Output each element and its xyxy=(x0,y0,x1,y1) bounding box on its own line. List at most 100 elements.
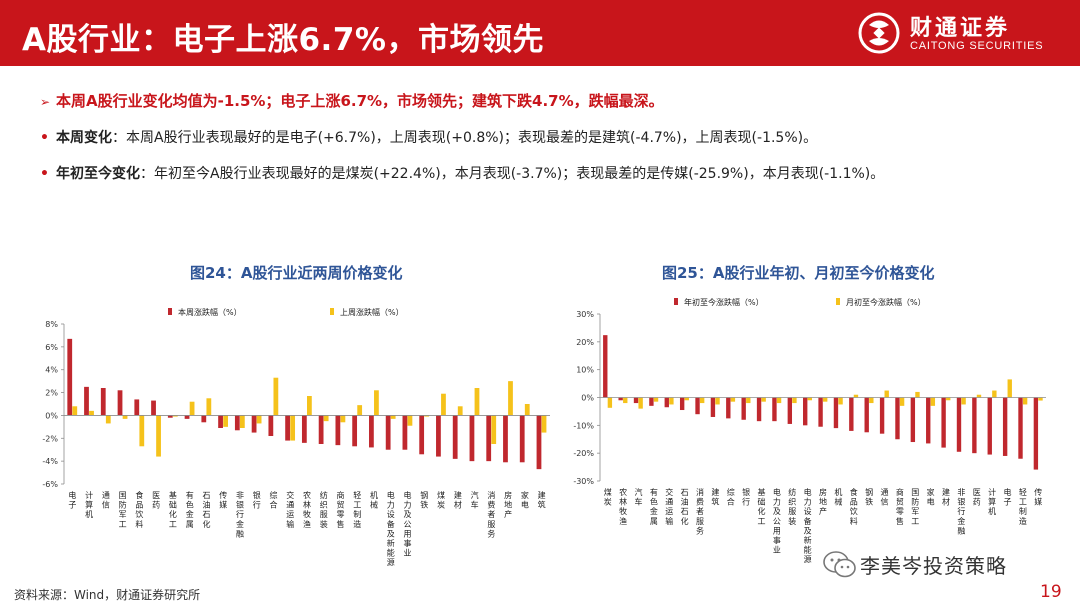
category-label-0: 电子 xyxy=(68,490,76,510)
bar-1-14 xyxy=(823,397,828,402)
bar-0-15 xyxy=(318,415,324,444)
bar-1-3 xyxy=(122,415,128,419)
bar-0-28 xyxy=(536,415,542,470)
category-label-2: 汽车 xyxy=(634,487,642,507)
bullet-icon: • xyxy=(40,130,49,146)
category-label-16: 食品饮料 xyxy=(850,487,858,526)
figure-24-title: 图24：A股行业近两周价格变化 xyxy=(190,264,403,282)
bar-0-8 xyxy=(201,415,207,423)
y-tick-label: -30% xyxy=(573,477,594,486)
bar-1-24 xyxy=(474,388,480,416)
category-label-13: 交通运输 xyxy=(286,490,294,529)
category-label-7: 建筑 xyxy=(711,487,719,507)
bar-1-26 xyxy=(1007,379,1012,398)
bar-1-6 xyxy=(172,415,178,417)
bar-0-20 xyxy=(402,415,408,450)
category-label-20: 电力及公用事业 xyxy=(404,490,412,558)
point-ytd: • 年初至今变化：年初至今A股行业表现最好的是煤炭(+22.4%)，本月表现(-3… xyxy=(40,163,884,183)
category-label-26: 电子 xyxy=(1004,487,1012,507)
bar-0-11 xyxy=(251,415,257,433)
category-label-4: 交通运输 xyxy=(665,487,673,526)
y-tick-label: 0% xyxy=(45,411,58,420)
bar-0-22 xyxy=(941,397,946,448)
bar-1-8 xyxy=(730,397,736,402)
category-label-17: 钢铁 xyxy=(865,487,873,507)
y-tick-label: 30% xyxy=(576,310,594,319)
bar-0-21 xyxy=(419,415,425,455)
bar-0-18 xyxy=(369,415,374,448)
legend-swatch-1 xyxy=(836,298,840,305)
bar-1-12 xyxy=(273,377,279,416)
category-label-7: 有色金属 xyxy=(186,490,194,529)
bar-1-1 xyxy=(89,410,94,416)
bar-0-2 xyxy=(100,388,106,416)
point-label: 本周变化 xyxy=(56,130,112,146)
company-logo: 财通证券 CAITONG SECURITIES xyxy=(858,8,1068,58)
bar-1-15 xyxy=(838,397,843,405)
y-tick-label: 10% xyxy=(576,366,594,375)
bar-0-7 xyxy=(184,415,190,419)
bar-0-19 xyxy=(385,415,391,450)
category-label-10: 非银行金融 xyxy=(236,490,244,538)
bar-0-4 xyxy=(134,399,140,416)
bar-1-9 xyxy=(746,397,751,404)
bar-1-21 xyxy=(930,397,936,406)
y-tick-label: 0% xyxy=(581,394,594,403)
bar-1-10 xyxy=(239,415,245,428)
category-label-4: 食品饮料 xyxy=(135,490,143,529)
category-label-21: 钢铁 xyxy=(420,490,428,510)
category-label-21: 家电 xyxy=(927,487,935,507)
bar-1-28 xyxy=(1038,397,1043,401)
bar-1-20 xyxy=(915,391,920,398)
category-label-16: 商贸零售 xyxy=(337,490,345,529)
bar-0-22 xyxy=(436,415,441,457)
bar-1-5 xyxy=(684,397,689,401)
category-label-23: 建材 xyxy=(454,490,462,510)
bar-1-22 xyxy=(441,393,446,416)
bar-0-10 xyxy=(234,415,240,431)
bar-1-9 xyxy=(223,415,228,427)
bar-0-9 xyxy=(218,415,223,428)
logo-text-cn: 财通证券 xyxy=(910,16,1011,41)
bar-0-9 xyxy=(741,397,746,420)
bar-1-10 xyxy=(761,397,766,402)
bar-0-6 xyxy=(167,415,173,418)
bar-1-6 xyxy=(699,397,705,404)
category-label-24: 汽车 xyxy=(471,490,479,510)
category-label-11: 电力及公用事业 xyxy=(773,487,781,555)
header-bar xyxy=(0,0,1080,66)
bar-1-24 xyxy=(976,394,982,398)
category-label-27: 家电 xyxy=(521,490,529,510)
bar-0-25 xyxy=(486,415,492,462)
y-tick-label: -2% xyxy=(42,434,58,443)
category-label-14: 房地产 xyxy=(819,487,827,516)
y-tick-label: -6% xyxy=(42,480,58,489)
category-label-19: 电力设备及新能源 xyxy=(387,490,395,566)
bar-0-13 xyxy=(803,397,808,426)
bar-1-18 xyxy=(884,390,889,398)
bar-1-4 xyxy=(139,415,145,447)
bar-1-18 xyxy=(374,390,379,416)
bar-0-23 xyxy=(452,415,458,459)
bar-0-7 xyxy=(710,397,716,417)
bar-1-11 xyxy=(256,415,262,424)
bar-1-23 xyxy=(457,406,463,416)
category-label-22: 建材 xyxy=(942,487,950,507)
bar-1-19 xyxy=(390,415,396,419)
category-label-18: 机械 xyxy=(370,490,378,510)
source-note: 资料来源：Wind，财通证券研究所 xyxy=(14,588,201,602)
bar-0-14 xyxy=(818,397,823,427)
bar-0-12 xyxy=(268,415,274,436)
bar-1-16 xyxy=(340,415,346,423)
summary-text: 本周A股行业变化均值为-1.5%；电子上涨6.7%，市场领先；建筑下跌4.7%，… xyxy=(56,92,664,110)
bar-0-13 xyxy=(285,415,290,441)
bar-0-17 xyxy=(352,415,358,447)
legend-label-1: 上周涨跌幅（%） xyxy=(340,307,404,317)
bar-1-14 xyxy=(307,396,312,416)
bar-0-27 xyxy=(519,415,525,463)
bar-1-21 xyxy=(424,415,430,417)
bar-1-23 xyxy=(961,397,966,405)
bar-0-26 xyxy=(503,415,508,463)
bar-0-5 xyxy=(151,400,156,416)
bar-0-1 xyxy=(84,386,89,416)
